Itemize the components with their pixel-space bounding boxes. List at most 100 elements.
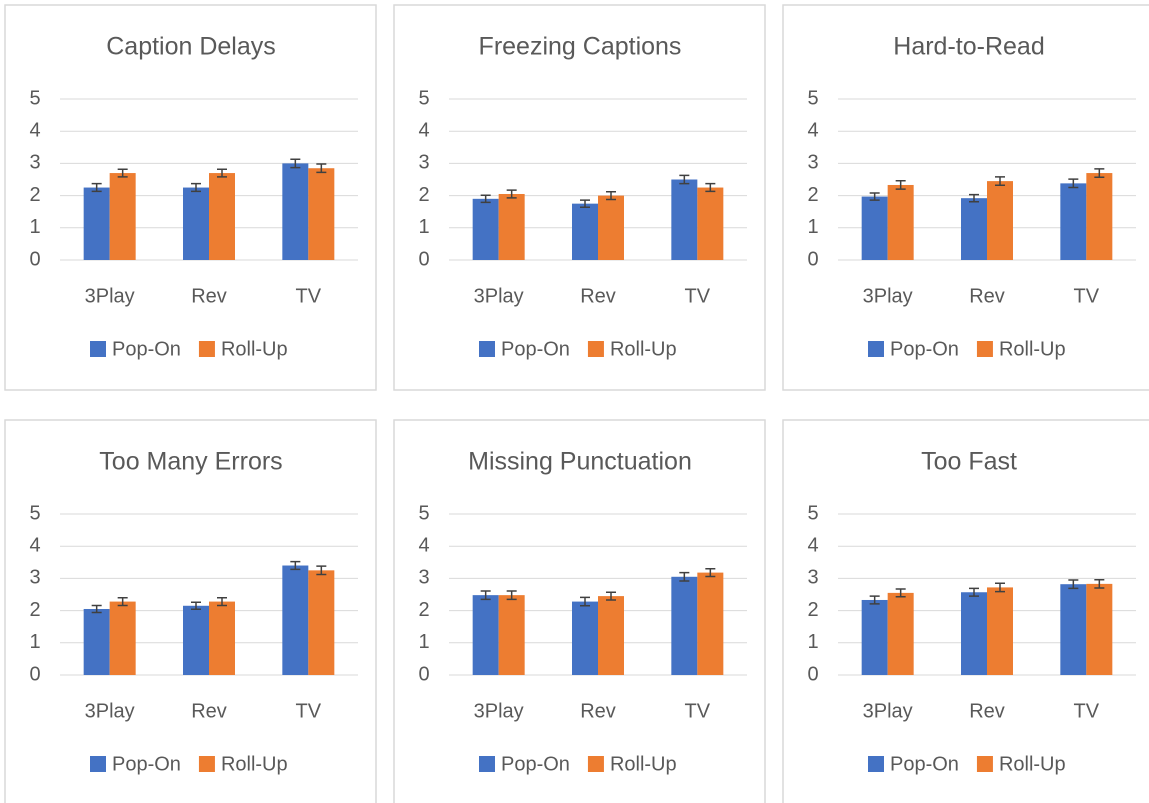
bar (572, 601, 598, 675)
y-tick-label: 5 (418, 87, 429, 109)
panel-border (393, 419, 766, 803)
panel-border (4, 4, 377, 391)
error-bar (580, 199, 590, 208)
error-bar (869, 595, 880, 605)
error-bar (506, 189, 517, 199)
y-tick-label: 2 (418, 184, 429, 206)
y-tick-label: 1 (29, 631, 40, 653)
bar (109, 173, 136, 260)
x-tick-label: TV (685, 285, 711, 307)
y-tick-label: 4 (807, 119, 818, 141)
bar (861, 196, 888, 260)
bar (697, 187, 724, 260)
chart-title: Freezing Captions (479, 33, 682, 61)
y-tick-label: 4 (29, 119, 40, 141)
error-bar (895, 180, 906, 190)
error-bar (995, 582, 1005, 593)
legend-label: Roll-Up (221, 338, 288, 360)
x-tick-label: Rev (580, 700, 616, 722)
legend-label: Pop-On (112, 338, 181, 360)
legend-swatch (976, 756, 993, 772)
y-tick-label: 0 (807, 663, 818, 685)
legend-label: Roll-Up (610, 338, 677, 360)
y-tick-label: 3 (418, 567, 429, 589)
error-bar (895, 588, 906, 598)
bar (572, 203, 598, 260)
x-tick-label: Rev (969, 700, 1005, 722)
bar (83, 608, 110, 675)
y-tick-label: 1 (418, 631, 429, 653)
legend-swatch (868, 756, 884, 772)
bar (598, 195, 624, 260)
y-tick-label: 3 (807, 567, 818, 589)
error-bar (191, 182, 201, 193)
bar (1086, 583, 1113, 675)
error-bar (679, 571, 690, 582)
bar (697, 572, 724, 675)
legend-swatch (198, 756, 215, 772)
bar (109, 601, 136, 675)
bar (472, 198, 499, 260)
error-bar (1094, 578, 1105, 589)
chart-title: Missing Punctuation (468, 448, 692, 476)
legend-label: Roll-Up (221, 753, 288, 775)
legend-label: Pop-On (890, 338, 959, 360)
x-tick-label: 3Play (474, 285, 524, 307)
y-tick-label: 1 (807, 631, 818, 653)
y-tick-label: 4 (807, 534, 818, 556)
bar (887, 592, 914, 675)
bar (1060, 183, 1087, 260)
legend-swatch (198, 341, 215, 357)
y-tick-label: 0 (418, 663, 429, 685)
x-tick-label: Rev (191, 285, 227, 307)
x-tick-label: 3Play (85, 285, 135, 307)
bar (887, 184, 914, 260)
error-bar (1068, 579, 1079, 590)
y-tick-label: 3 (807, 152, 818, 174)
bar (183, 605, 209, 675)
x-tick-label: TV (296, 285, 322, 307)
y-tick-label: 0 (29, 663, 40, 685)
y-tick-label: 4 (418, 119, 429, 141)
y-tick-label: 2 (807, 599, 818, 621)
bar (1086, 173, 1113, 260)
bar (308, 570, 335, 675)
bar (209, 601, 235, 675)
error-bar (1094, 168, 1105, 178)
y-tick-label: 2 (29, 599, 40, 621)
y-tick-label: 2 (418, 599, 429, 621)
legend-swatch (976, 341, 993, 357)
chart-title: Too Fast (921, 448, 1017, 476)
x-tick-label: TV (1074, 285, 1100, 307)
legend-swatch (90, 341, 106, 357)
legend-swatch (587, 341, 604, 357)
bar (472, 595, 499, 675)
error-bar (480, 194, 491, 204)
y-tick-label: 5 (29, 502, 40, 524)
error-bar (117, 168, 128, 178)
bar (671, 576, 698, 675)
error-bar (117, 596, 128, 607)
bar (861, 599, 888, 675)
error-bar (679, 174, 690, 185)
y-tick-label: 0 (418, 248, 429, 270)
y-tick-label: 5 (29, 87, 40, 109)
chart-title: Caption Delays (106, 33, 276, 61)
bar (282, 163, 309, 260)
y-tick-label: 0 (29, 248, 40, 270)
chart-title: Hard-to-Read (893, 33, 1044, 61)
bar (671, 179, 698, 260)
error-bar (1068, 178, 1079, 189)
legend-label: Pop-On (501, 338, 570, 360)
y-tick-label: 0 (807, 248, 818, 270)
error-bar (969, 193, 979, 203)
legend-label: Pop-On (501, 753, 570, 775)
x-tick-label: Rev (969, 285, 1005, 307)
legend-label: Roll-Up (999, 338, 1066, 360)
error-bar (290, 158, 301, 169)
panel-border (782, 4, 1149, 391)
error-bar (705, 567, 716, 578)
y-tick-label: 1 (807, 216, 818, 238)
y-tick-label: 2 (29, 184, 40, 206)
error-bar (91, 604, 102, 614)
